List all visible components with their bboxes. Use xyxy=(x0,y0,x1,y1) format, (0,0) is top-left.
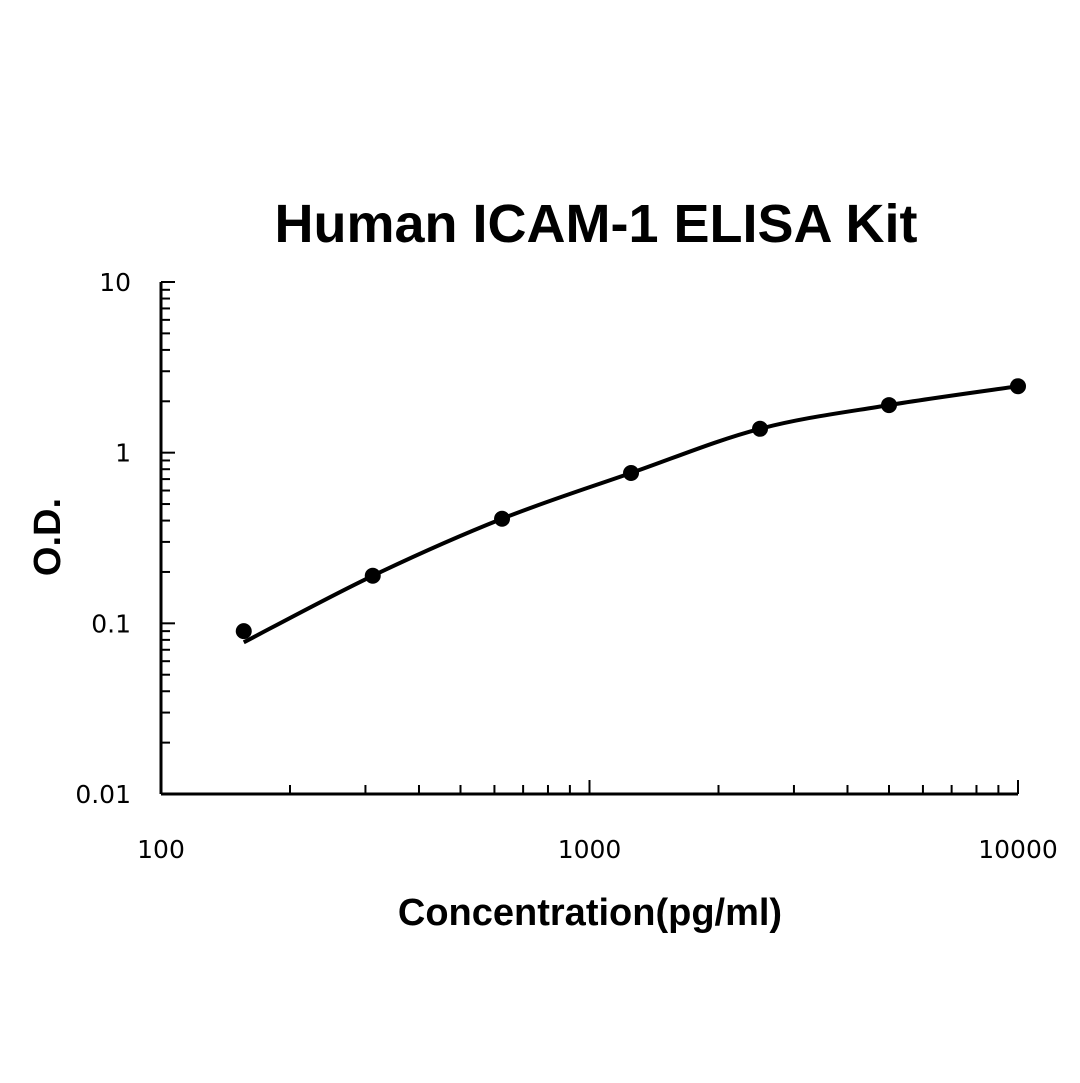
x-axis-label: Concentration(pg/ml) xyxy=(398,892,782,934)
chart-title: Human ICAM-1 ELISA Kit xyxy=(274,194,917,254)
y-tick-label: 10 xyxy=(99,268,131,297)
data-point xyxy=(623,465,640,482)
data-points-group xyxy=(235,378,1026,640)
data-point xyxy=(235,623,252,640)
data-point xyxy=(364,567,381,584)
x-tick-label: 1000 xyxy=(558,835,622,864)
fit-curve xyxy=(242,384,1019,645)
y-axis-label: O.D. xyxy=(27,498,69,576)
fit-curve-group xyxy=(242,384,1019,645)
y-tick-label: 0.1 xyxy=(91,609,131,638)
data-point xyxy=(752,420,769,437)
x-tick-label: 10000 xyxy=(978,835,1058,864)
y-tick-label: 0.01 xyxy=(75,780,131,809)
y-tick-label: 1 xyxy=(115,439,131,468)
data-point xyxy=(494,510,511,527)
x-tick-label: 100 xyxy=(137,835,185,864)
axes: 100 1000 10000 10 1 0.1 0.01 xyxy=(75,268,1057,864)
data-point xyxy=(881,397,898,414)
data-point xyxy=(1010,378,1026,395)
